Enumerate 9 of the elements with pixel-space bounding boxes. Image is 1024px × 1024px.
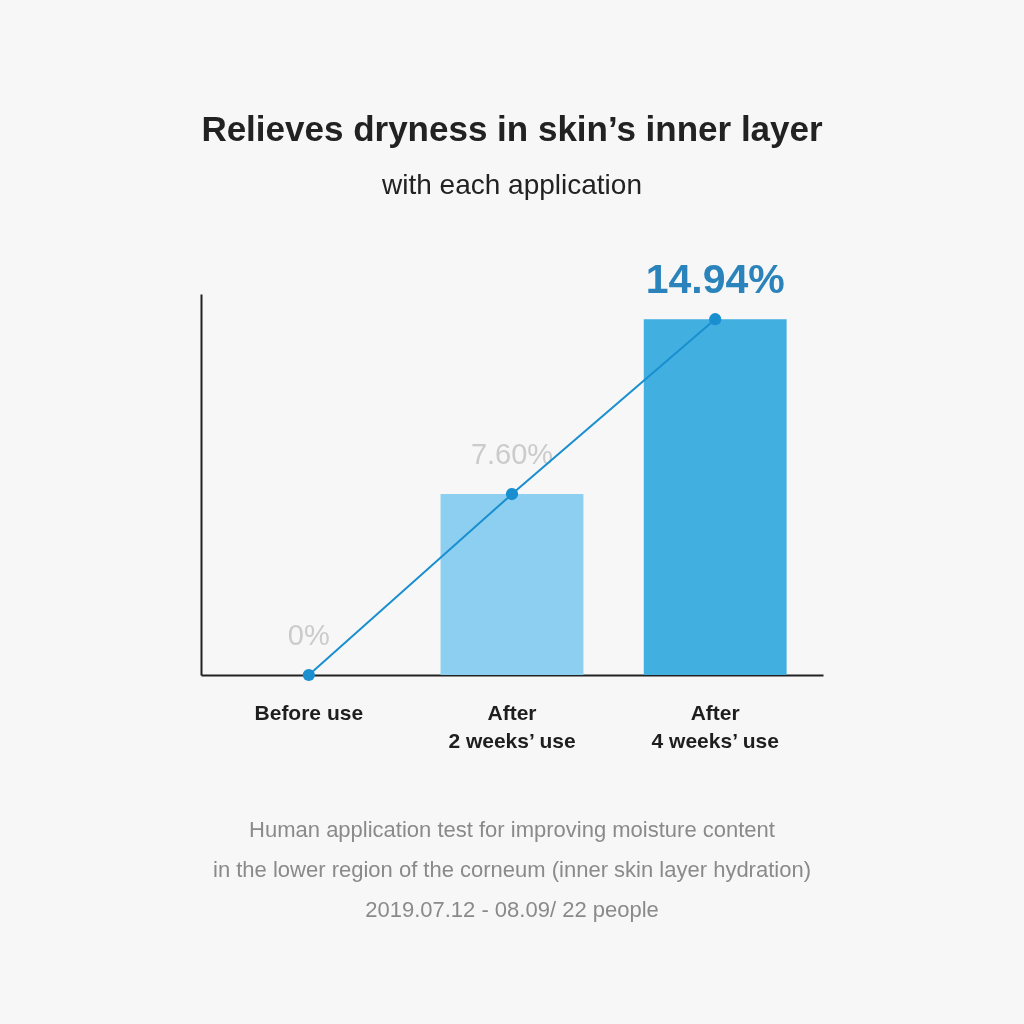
x-tick-label: Before use <box>254 700 364 724</box>
chart-subtitle: with each application <box>381 169 642 201</box>
x-tick-label: After 2 weeks’ use <box>448 700 576 752</box>
x-tick-label: After 4 weeks’ use <box>651 700 779 752</box>
text: 2019.07.12 - 08.09/ 22 people <box>365 896 659 924</box>
text: in the lower region of the corneum (inner skin layer hydration) <box>213 856 811 884</box>
text: Human application test for improving moisture content <box>249 816 775 844</box>
data-label: 14.94% <box>645 256 785 303</box>
chart-title: Relieves dryness in skin’s inner layer <box>201 109 823 149</box>
